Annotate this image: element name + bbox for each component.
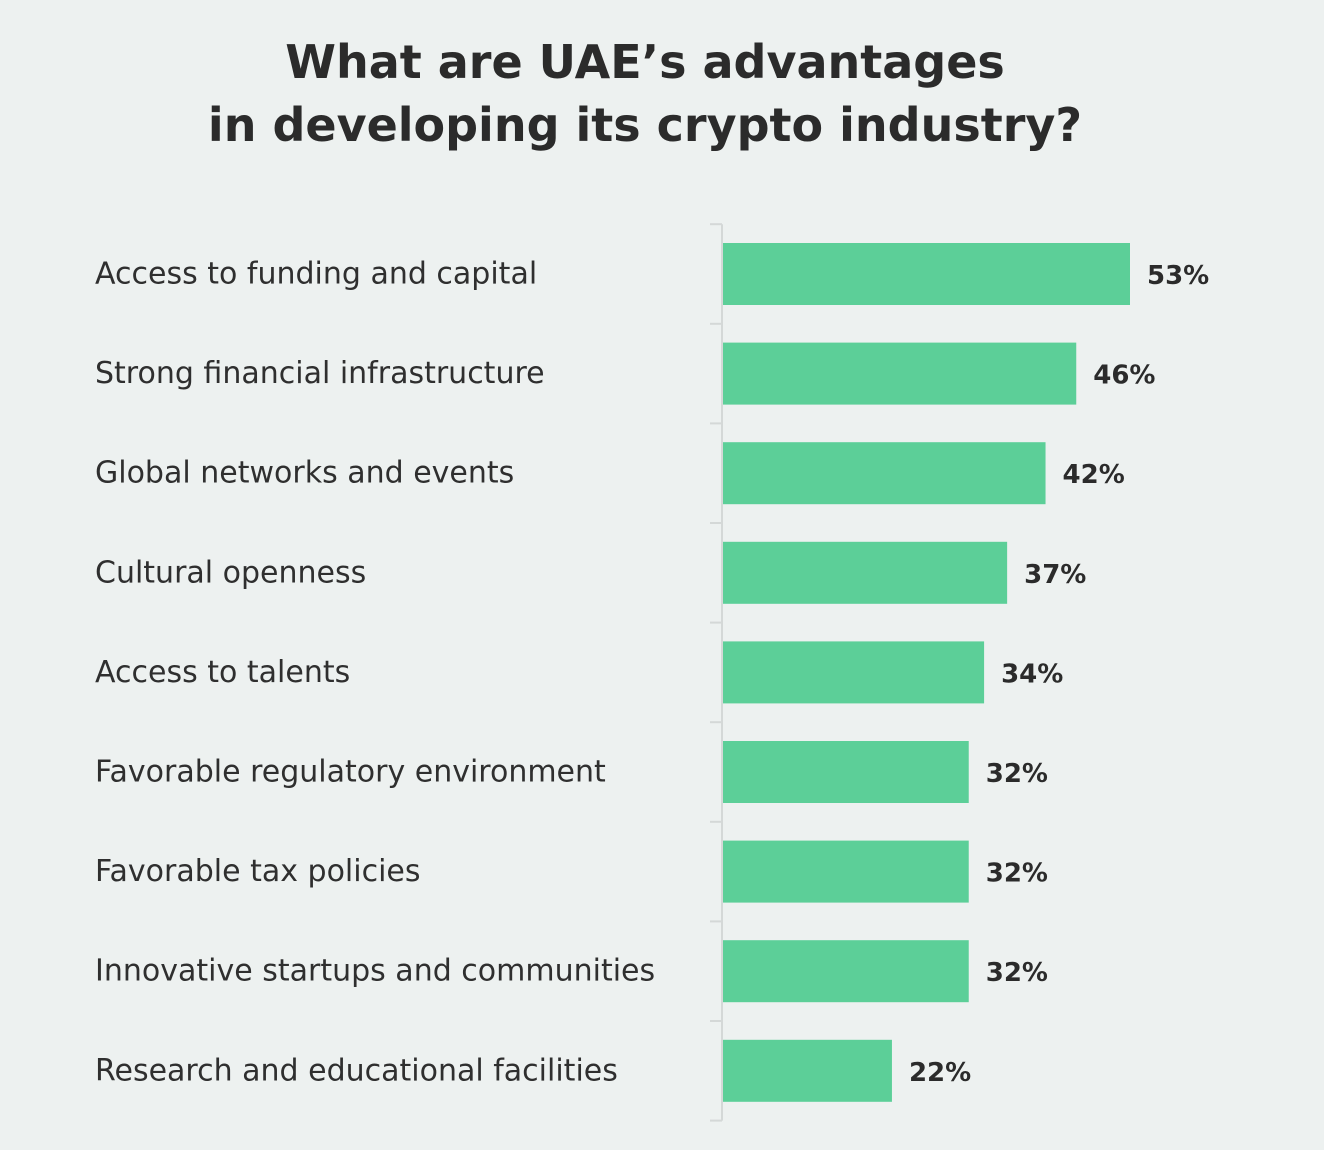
category-labels: Access to funding and capital Strong fina… bbox=[95, 257, 655, 1089]
bar bbox=[723, 641, 985, 704]
category-label: Innovative startups and communities bbox=[95, 954, 655, 989]
data-label: 42% bbox=[1063, 460, 1125, 490]
category-label: Access to talents bbox=[95, 655, 350, 690]
bar bbox=[723, 541, 1008, 604]
data-label: 32% bbox=[986, 958, 1048, 988]
data-label: 34% bbox=[1001, 659, 1063, 689]
bar bbox=[723, 840, 969, 903]
data-label: 22% bbox=[909, 1058, 971, 1088]
category-label: Strong financial infrastructure bbox=[95, 356, 545, 391]
category-label: Access to funding and capital bbox=[95, 257, 537, 292]
category-label: Favorable regulatory environment bbox=[95, 755, 606, 790]
value-labels: 53% 46% 42% 37% 34% 32% 32% 32% 22% bbox=[909, 261, 1209, 1088]
data-label: 32% bbox=[986, 859, 1048, 889]
category-label: Global networks and events bbox=[95, 456, 514, 491]
data-label: 53% bbox=[1147, 261, 1209, 291]
bar bbox=[723, 342, 1077, 405]
bar bbox=[723, 940, 969, 1003]
bar bbox=[723, 243, 1130, 305]
data-label: 46% bbox=[1093, 361, 1155, 391]
data-label: 32% bbox=[986, 759, 1048, 789]
bars bbox=[723, 243, 1130, 1102]
bar bbox=[723, 741, 969, 803]
category-label: Favorable tax policies bbox=[95, 854, 421, 889]
bar bbox=[723, 442, 1046, 505]
bar bbox=[723, 1039, 892, 1102]
category-label: Research and educational facilities bbox=[95, 1053, 618, 1088]
data-label: 37% bbox=[1024, 560, 1086, 590]
chart-title-line-2: in developing its crypto industry? bbox=[208, 98, 1082, 152]
category-label: Cultural openness bbox=[95, 555, 366, 590]
category-axis bbox=[710, 223, 723, 1122]
chart-title-line-1: What are UAE’s advantages bbox=[285, 35, 1005, 89]
